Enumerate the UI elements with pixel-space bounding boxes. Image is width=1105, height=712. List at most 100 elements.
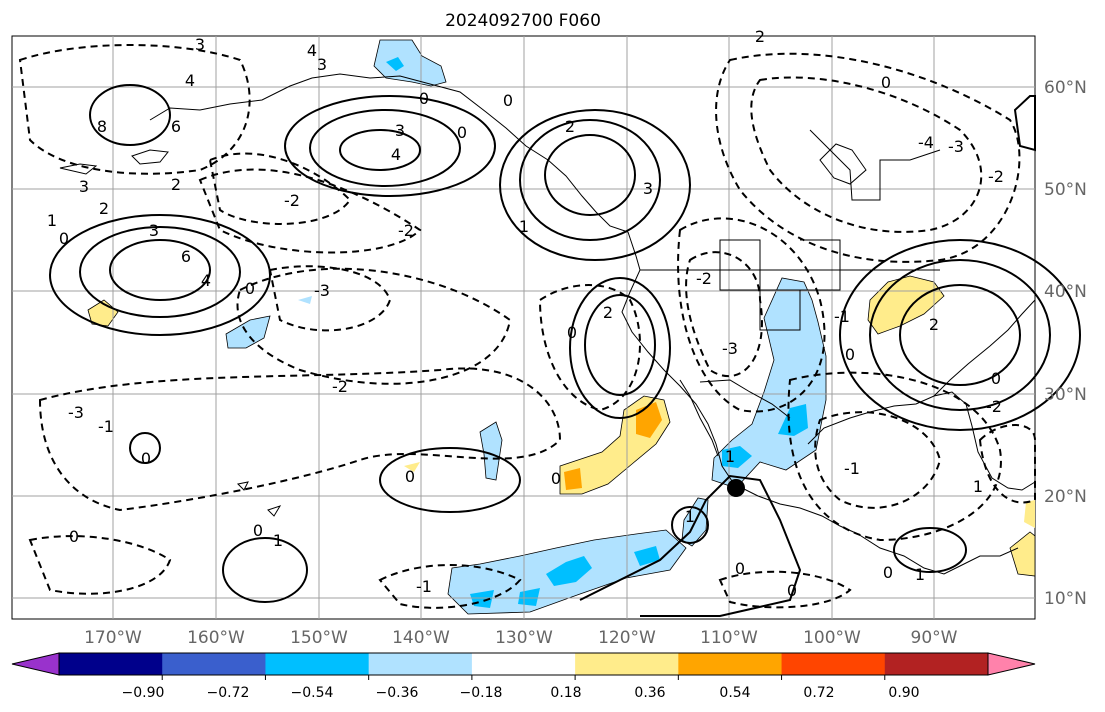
- figure-title: 2024092700 F060: [445, 11, 601, 31]
- shaded-strong-positive-region: [564, 468, 582, 490]
- lon-label: 150°W: [290, 628, 348, 648]
- west-coast: [621, 231, 859, 535]
- contour-label: -4: [918, 133, 934, 152]
- shaded-strong-negative-region: [386, 57, 404, 71]
- contour-line: [869, 259, 1051, 411]
- lon-label: 90°W: [911, 628, 958, 648]
- contour-line: [893, 527, 967, 573]
- lat-label: 40°N: [1044, 282, 1087, 302]
- colorbar-outline: [58, 652, 989, 676]
- us-mexico-border: [699, 379, 791, 419]
- contour-line: [309, 109, 461, 187]
- contour-label: -2: [988, 167, 1004, 186]
- colorbar-tick-label: −0.90: [122, 685, 165, 701]
- lon-label: 110°W: [700, 628, 758, 648]
- colorbar-segment: [265, 653, 370, 675]
- colorbar-segment: [162, 653, 266, 675]
- contour-line: [378, 564, 522, 609]
- contour-line: [79, 226, 241, 318]
- coast-fragment: [131, 149, 169, 165]
- contour-label: 0: [551, 469, 561, 488]
- hudson-bay-island: [819, 143, 867, 185]
- contour-label: -2: [986, 397, 1002, 416]
- latitude-labels: 60°N 50°N 40°N 30°N 20°N 10°N: [1044, 78, 1087, 609]
- lon-label: 130°W: [495, 628, 553, 648]
- contour-label: 0: [141, 449, 151, 468]
- colorbar-tick-label: 0.90: [888, 685, 919, 701]
- colorbar-tick-labels: −0.90 −0.72 −0.54 −0.36 −0.18 0.18 0.36 …: [122, 685, 920, 701]
- dashed-contours: [18, 44, 1036, 609]
- contour-line: [671, 506, 709, 544]
- baja-peninsula: [679, 379, 719, 457]
- canada-borders: [809, 129, 941, 201]
- contour-label: 0: [245, 279, 255, 298]
- contour-label: -3: [68, 403, 84, 422]
- contour-line: [236, 267, 512, 385]
- contour-label: 4: [185, 71, 195, 90]
- contour-label: 0: [253, 521, 263, 540]
- colorbar-tick-label: 0.54: [719, 685, 750, 701]
- contour-label: 0: [991, 369, 1001, 388]
- colorbar-segment: [678, 653, 783, 675]
- contour-label: 2: [171, 175, 181, 194]
- colorbar-extend-high: [987, 652, 1036, 676]
- contour-label: 0: [69, 527, 79, 546]
- contour-label: 3: [317, 55, 327, 74]
- shaded-negative-region: [479, 421, 503, 481]
- contour-label: 0: [59, 229, 69, 248]
- shaded-strong-negative-region: [634, 546, 660, 566]
- contour-label: 0: [787, 581, 797, 600]
- lon-label: 100°W: [803, 628, 861, 648]
- contour-line: [750, 76, 983, 233]
- contour-label: 4: [391, 145, 401, 164]
- contour-label: 0: [405, 467, 415, 486]
- hawaii-islands: [236, 481, 282, 517]
- coastlines: [59, 73, 1036, 575]
- lat-label: 30°N: [1044, 385, 1087, 405]
- shaded-negative-region: [298, 296, 312, 304]
- contour-label: 4: [201, 271, 211, 290]
- contour-label: 0: [845, 345, 855, 364]
- shaded-positive-region: [404, 462, 420, 472]
- coast-fragment: [59, 163, 98, 175]
- lat-label: 50°N: [1044, 180, 1087, 200]
- contour-label: -1: [416, 577, 432, 596]
- contour-label: 3: [195, 35, 205, 54]
- contour-label: 3: [395, 121, 405, 140]
- contour-line: [109, 239, 211, 301]
- contour-label: 2: [565, 117, 575, 136]
- contour-label: -3: [314, 281, 330, 300]
- contour-line: [1013, 95, 1036, 152]
- lon-label: 170°W: [84, 628, 142, 648]
- colorbar-extend-low: [11, 652, 60, 676]
- east-coast: [933, 299, 1036, 397]
- colorbar-segment: [471, 653, 576, 675]
- contour-line: [978, 424, 1036, 504]
- contour-labels: 3 4 8 6 4 3 3 2 1 0 0 2 3 4 6 3 4 0 -2 -…: [47, 27, 1004, 600]
- contour-line: [569, 277, 671, 419]
- alaska-coastline: [149, 73, 629, 233]
- contour-line: [339, 129, 421, 171]
- contour-label: 1: [685, 507, 695, 526]
- contour-label: -2: [398, 221, 414, 240]
- contour-label: 1: [519, 217, 529, 236]
- contour-label: 0: [881, 73, 891, 92]
- contour-label: -2: [696, 269, 712, 288]
- contour-line: [284, 95, 496, 197]
- contour-line: [499, 109, 691, 261]
- shaded-negative-region: [373, 39, 447, 87]
- colorbar-segment: [575, 653, 679, 675]
- shaded-positive-region: [1024, 500, 1035, 528]
- central-america-coast: [857, 533, 1019, 575]
- colorbar-segment: [368, 653, 473, 675]
- contour-line: [28, 535, 172, 595]
- contour-line: [379, 447, 521, 513]
- contour-line: [544, 134, 636, 216]
- colorbar-tick-label: 0.36: [634, 685, 665, 701]
- contour-label: 3: [79, 177, 89, 196]
- gulf-coast: [807, 391, 1036, 491]
- storm-center-marker: [727, 479, 745, 497]
- contour-line: [89, 84, 171, 146]
- contour-line: [685, 251, 763, 377]
